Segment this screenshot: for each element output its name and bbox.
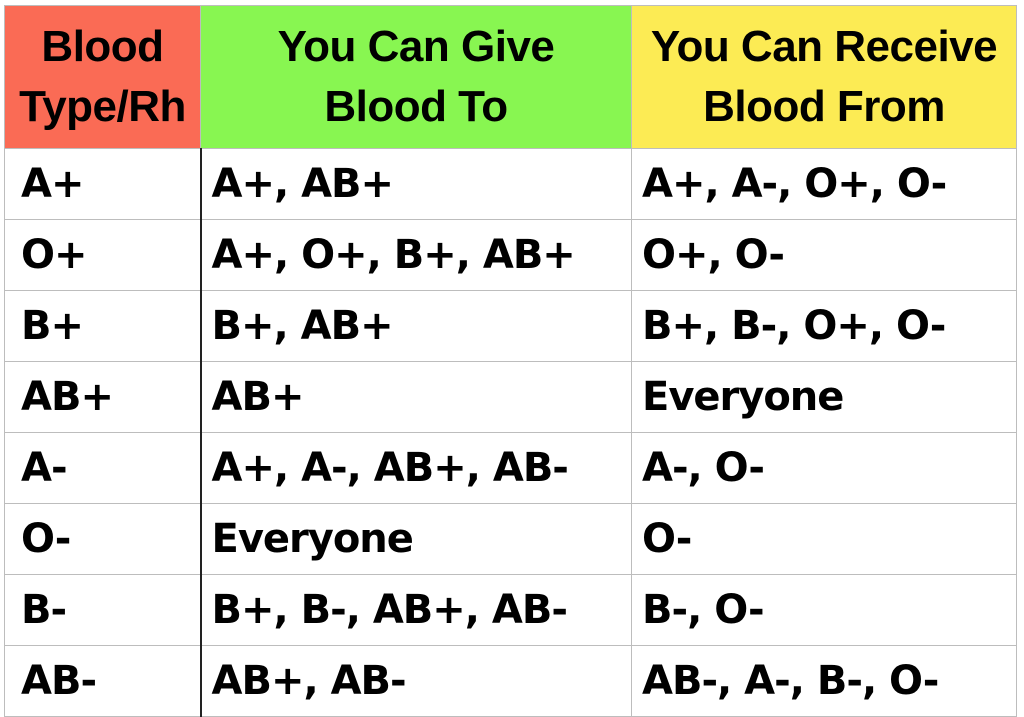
can-give-cell: AB+, AB-: [199, 645, 632, 717]
header-blood-type-line-1: Blood: [41, 22, 164, 71]
header-can-give-line-1: You Can Give: [277, 22, 555, 71]
can-give-cell: B+, AB+: [199, 290, 632, 362]
can-receive-cell: AB-, A-, B-, O-: [631, 645, 1017, 717]
blood-type-cell: B-: [4, 574, 201, 646]
table-row: B- B+, B-, AB+, AB- B-, O-: [4, 574, 1017, 646]
table-row: AB- AB+, AB- AB-, A-, B-, O-: [4, 645, 1017, 717]
table-row: B+ B+, AB+ B+, B-, O+, O-: [4, 290, 1017, 362]
header-can-receive-line-1: You Can Receive: [650, 22, 998, 71]
blood-compatibility-table: Blood Type/Rh You Can Give Blood To You …: [4, 5, 1017, 717]
blood-type-cell: AB+: [4, 361, 201, 433]
can-give-cell: Everyone: [199, 503, 632, 575]
header-blood-type-line-2: Type/Rh: [19, 82, 186, 131]
blood-type-cell: B+: [4, 290, 201, 362]
can-give-cell: A+, O+, B+, AB+: [199, 219, 632, 291]
blood-type-cell: O+: [4, 219, 201, 291]
header-can-receive-line-2: Blood From: [703, 82, 945, 131]
blood-type-cell: A-: [4, 432, 201, 504]
can-give-cell: B+, B-, AB+, AB-: [199, 574, 632, 646]
table-row: A- A+, A-, AB+, AB- A-, O-: [4, 432, 1017, 504]
can-receive-cell: A-, O-: [631, 432, 1017, 504]
can-receive-cell: B+, B-, O+, O-: [631, 290, 1017, 362]
header-blood-type: Blood Type/Rh: [4, 5, 201, 149]
table-row: A+ A+, AB+ A+, A-, O+, O-: [4, 148, 1017, 220]
can-receive-cell: B-, O-: [631, 574, 1017, 646]
can-give-cell: AB+: [199, 361, 632, 433]
table-row: AB+ AB+ Everyone: [4, 361, 1017, 433]
table-row: O+ A+, O+, B+, AB+ O+, O-: [4, 219, 1017, 291]
can-receive-cell: O+, O-: [631, 219, 1017, 291]
can-receive-cell: O-: [631, 503, 1017, 575]
blood-type-cell: A+: [4, 148, 201, 220]
blood-type-cell: O-: [4, 503, 201, 575]
can-give-cell: A+, AB+: [199, 148, 632, 220]
header-can-give-line-2: Blood To: [324, 82, 508, 131]
can-give-cell: A+, A-, AB+, AB-: [199, 432, 632, 504]
header-can-receive: You Can Receive Blood From: [631, 5, 1017, 149]
table-row: O- Everyone O-: [4, 503, 1017, 575]
header-can-give: You Can Give Blood To: [200, 5, 632, 149]
can-receive-cell: A+, A-, O+, O-: [631, 148, 1017, 220]
can-receive-cell: Everyone: [631, 361, 1017, 433]
blood-type-cell: AB-: [4, 645, 201, 717]
header-row: Blood Type/Rh You Can Give Blood To You …: [4, 5, 1017, 149]
